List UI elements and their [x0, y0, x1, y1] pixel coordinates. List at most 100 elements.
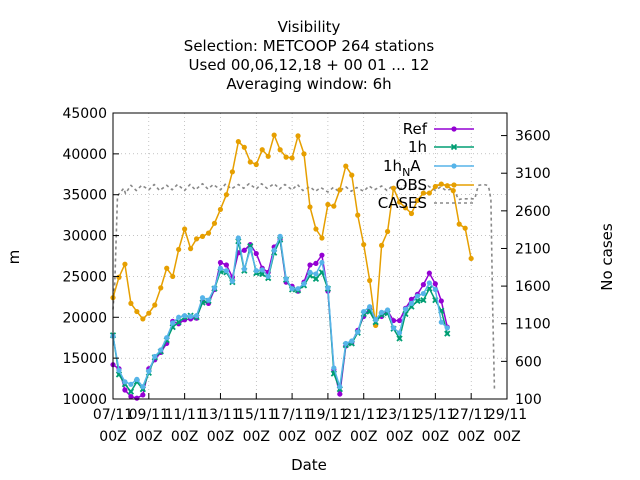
data-point-obs: [134, 308, 140, 315]
data-point-1h-na: [241, 266, 247, 272]
data-point-core-1h: [433, 298, 438, 302]
x-tick-label-hour: 00Z: [422, 429, 449, 445]
data-point-1h-na: [373, 317, 379, 323]
data-point-1h-na: [223, 268, 230, 274]
data-point-core-1h: [439, 308, 444, 313]
data-point-core-1h: [445, 331, 450, 336]
data-point-obs: [289, 155, 295, 161]
data-point-obs: [217, 206, 224, 213]
data-point-obs: [390, 185, 397, 191]
legend-label-ref: Ref: [403, 120, 428, 138]
data-point-obs: [271, 132, 277, 138]
series-1h-na: [110, 233, 450, 390]
data-point-obs: [140, 316, 146, 322]
data-point-1h-na: [343, 340, 349, 347]
data-point-ref: [337, 391, 343, 397]
series-layer: [109, 132, 496, 401]
series-obs: [110, 132, 474, 329]
y2-tick-label: 600: [515, 354, 542, 370]
data-point-1h-na: [379, 309, 385, 315]
data-point-1h-na: [146, 368, 152, 374]
data-point-obs: [146, 310, 152, 316]
data-point-1h-na: [199, 295, 206, 301]
data-point-ref: [140, 392, 146, 398]
data-point-1h-na: [426, 280, 432, 286]
data-point-1h-na: [414, 293, 421, 299]
data-point-obs: [283, 154, 289, 160]
data-point-1h-na: [217, 265, 224, 271]
x-tick-label-hour: 00Z: [135, 429, 162, 445]
data-point-obs: [253, 161, 259, 168]
data-point-obs: [426, 190, 432, 196]
ticks-layer: 10000 15000 20000 25000 30000 35000 40000 45000…: [62, 106, 550, 445]
data-point-obs: [277, 147, 283, 153]
y2-tick-label: 1600: [515, 279, 551, 295]
y2-axis-label: No cases: [598, 223, 616, 291]
data-point-1h-na: [349, 338, 355, 344]
data-point-obs: [379, 242, 385, 248]
data-point-1h-na: [247, 246, 253, 253]
data-point-1h-na: [170, 320, 176, 326]
x-tick-label-hour: 00Z: [278, 429, 305, 445]
data-point-1h-na: [205, 297, 212, 303]
plot-frame: [112, 112, 508, 400]
data-point-ref: [432, 281, 438, 287]
data-point-1h-na: [176, 314, 182, 320]
data-point-ref: [396, 317, 403, 324]
data-point-1h-na: [355, 329, 361, 335]
chart-subtitle-used: Used 00,06,12,18 + 00 01 ... 12: [189, 56, 430, 74]
data-point-1h-na: [432, 286, 438, 293]
data-point-core-1h: [415, 299, 420, 303]
data-point-ref: [307, 262, 313, 268]
x-tick-label-date: 19/11: [308, 407, 348, 423]
data-point-obs: [313, 226, 319, 232]
data-point-1h-na: [235, 235, 241, 241]
data-point-obs: [349, 172, 355, 178]
y-tick-label: 10000: [62, 392, 107, 408]
data-point-1h-na: [253, 268, 259, 274]
data-point-obs: [193, 236, 200, 242]
data-point-1h-na: [193, 313, 200, 319]
data-point-obs: [438, 181, 444, 187]
data-point-obs: [170, 273, 176, 280]
y2-tick-label: 2600: [515, 204, 551, 220]
legend-marker-ref: [451, 126, 457, 132]
data-point-1h-na: [384, 307, 391, 313]
y-tick-label: 25000: [62, 269, 107, 285]
y2-tick-label: 3100: [515, 166, 551, 182]
chart-title: Visibility: [278, 18, 341, 36]
data-point-1h-na: [295, 286, 301, 292]
data-point-ref: [426, 270, 432, 276]
data-point-1h-na: [283, 276, 289, 282]
y-tick-label: 35000: [62, 188, 107, 204]
data-point-ref: [408, 296, 415, 302]
data-point-1h-na: [325, 285, 331, 291]
data-point-ref: [223, 262, 230, 268]
data-point-ref: [134, 395, 140, 401]
x-tick-label-date: 15/11: [236, 407, 276, 423]
x-axis-label: Date: [291, 456, 327, 474]
data-point-obs: [176, 246, 182, 253]
data-point-obs: [116, 274, 122, 280]
data-point-obs: [331, 203, 337, 209]
x-tick-label-hour: 00Z: [207, 429, 234, 445]
data-point-core-1h: [427, 286, 432, 291]
data-point-obs: [462, 225, 468, 231]
legend-label-obs: OBS: [396, 176, 427, 194]
data-point-ref: [122, 387, 128, 393]
y-tick-label: 20000: [62, 310, 107, 326]
data-point-ref: [241, 247, 247, 253]
data-point-1h-na: [313, 271, 319, 277]
data-point-obs: [158, 285, 164, 291]
data-point-obs: [414, 197, 421, 204]
data-point-1h-na: [265, 273, 271, 280]
y-axis-label: m: [5, 250, 23, 265]
data-point-obs: [361, 241, 367, 248]
series-line-cases: [112, 182, 496, 392]
x-tick-label-hour: 00Z: [243, 429, 270, 445]
y-tick-label: 40000: [62, 147, 107, 163]
data-point-1h-na: [229, 278, 235, 284]
data-point-1h-na: [140, 384, 146, 390]
